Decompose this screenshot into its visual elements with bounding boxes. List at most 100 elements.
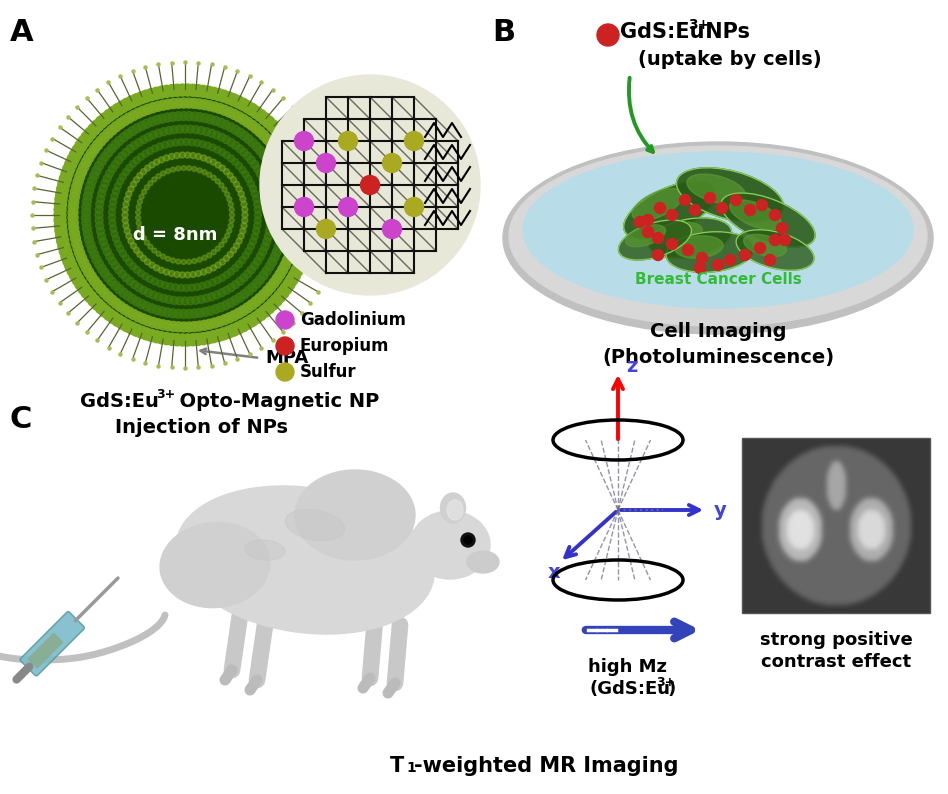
Circle shape: [116, 302, 125, 311]
Circle shape: [185, 152, 191, 158]
Circle shape: [100, 287, 109, 298]
Circle shape: [131, 94, 142, 106]
Circle shape: [79, 258, 89, 268]
Circle shape: [82, 157, 91, 168]
Circle shape: [130, 160, 137, 168]
Ellipse shape: [523, 152, 913, 308]
Circle shape: [228, 252, 233, 257]
Circle shape: [210, 318, 220, 328]
Circle shape: [254, 165, 262, 173]
Circle shape: [157, 114, 167, 123]
Circle shape: [75, 249, 84, 258]
Circle shape: [72, 238, 82, 249]
Circle shape: [100, 132, 109, 142]
Circle shape: [191, 167, 197, 172]
Circle shape: [96, 200, 103, 208]
Circle shape: [103, 175, 111, 183]
Circle shape: [267, 211, 275, 219]
Circle shape: [276, 363, 294, 381]
Circle shape: [242, 171, 249, 178]
Circle shape: [259, 175, 266, 183]
Circle shape: [140, 256, 147, 261]
Circle shape: [167, 140, 173, 147]
Circle shape: [214, 317, 225, 326]
Circle shape: [169, 309, 177, 318]
Circle shape: [283, 164, 292, 175]
Circle shape: [231, 280, 240, 288]
Circle shape: [215, 246, 220, 251]
Circle shape: [263, 155, 271, 164]
Circle shape: [360, 175, 379, 195]
Circle shape: [683, 245, 694, 256]
Circle shape: [100, 268, 109, 278]
Circle shape: [303, 219, 316, 232]
Circle shape: [107, 277, 117, 286]
Circle shape: [246, 120, 257, 130]
Circle shape: [158, 267, 164, 273]
Text: Gadolinium: Gadolinium: [300, 311, 406, 329]
Circle shape: [135, 138, 143, 146]
Circle shape: [124, 307, 134, 317]
Text: -weighted MR Imaging: -weighted MR Imaging: [414, 756, 679, 776]
Circle shape: [68, 218, 79, 228]
Ellipse shape: [447, 500, 463, 520]
Circle shape: [109, 220, 116, 226]
Circle shape: [68, 202, 79, 212]
Circle shape: [82, 197, 91, 206]
Circle shape: [133, 297, 141, 306]
Circle shape: [126, 277, 135, 285]
Text: y: y: [714, 500, 727, 519]
Circle shape: [201, 269, 207, 275]
Circle shape: [137, 199, 142, 204]
Circle shape: [242, 101, 253, 113]
Circle shape: [115, 266, 122, 274]
Circle shape: [123, 222, 129, 229]
Circle shape: [190, 112, 199, 121]
Circle shape: [143, 316, 153, 326]
Circle shape: [666, 238, 678, 249]
Ellipse shape: [160, 522, 270, 607]
Ellipse shape: [721, 193, 815, 247]
Circle shape: [152, 177, 156, 182]
Circle shape: [239, 167, 246, 173]
Circle shape: [254, 206, 262, 213]
Circle shape: [96, 136, 106, 146]
Circle shape: [126, 164, 133, 172]
Ellipse shape: [285, 509, 345, 541]
Circle shape: [191, 125, 200, 133]
Circle shape: [137, 205, 141, 210]
Circle shape: [108, 257, 117, 265]
Circle shape: [764, 255, 775, 265]
Circle shape: [138, 106, 148, 116]
Ellipse shape: [245, 540, 285, 560]
Circle shape: [171, 125, 178, 133]
Circle shape: [236, 277, 244, 285]
Ellipse shape: [618, 220, 691, 260]
Circle shape: [256, 146, 264, 155]
Circle shape: [237, 98, 249, 110]
Circle shape: [163, 99, 173, 110]
Circle shape: [286, 174, 296, 184]
Circle shape: [204, 281, 211, 288]
Circle shape: [117, 245, 124, 252]
Circle shape: [338, 132, 357, 151]
Circle shape: [207, 252, 211, 258]
Circle shape: [287, 241, 298, 251]
Circle shape: [54, 219, 66, 232]
Circle shape: [206, 115, 215, 124]
Circle shape: [128, 126, 137, 136]
Circle shape: [139, 195, 144, 199]
Circle shape: [212, 291, 221, 299]
Circle shape: [119, 173, 126, 180]
Circle shape: [255, 127, 264, 137]
Circle shape: [83, 153, 94, 163]
Circle shape: [259, 113, 271, 125]
Circle shape: [166, 333, 178, 345]
Circle shape: [173, 98, 184, 108]
Circle shape: [100, 152, 109, 161]
Circle shape: [178, 322, 189, 332]
Circle shape: [225, 192, 229, 197]
Circle shape: [61, 250, 73, 262]
Circle shape: [95, 260, 103, 268]
Circle shape: [144, 185, 150, 190]
